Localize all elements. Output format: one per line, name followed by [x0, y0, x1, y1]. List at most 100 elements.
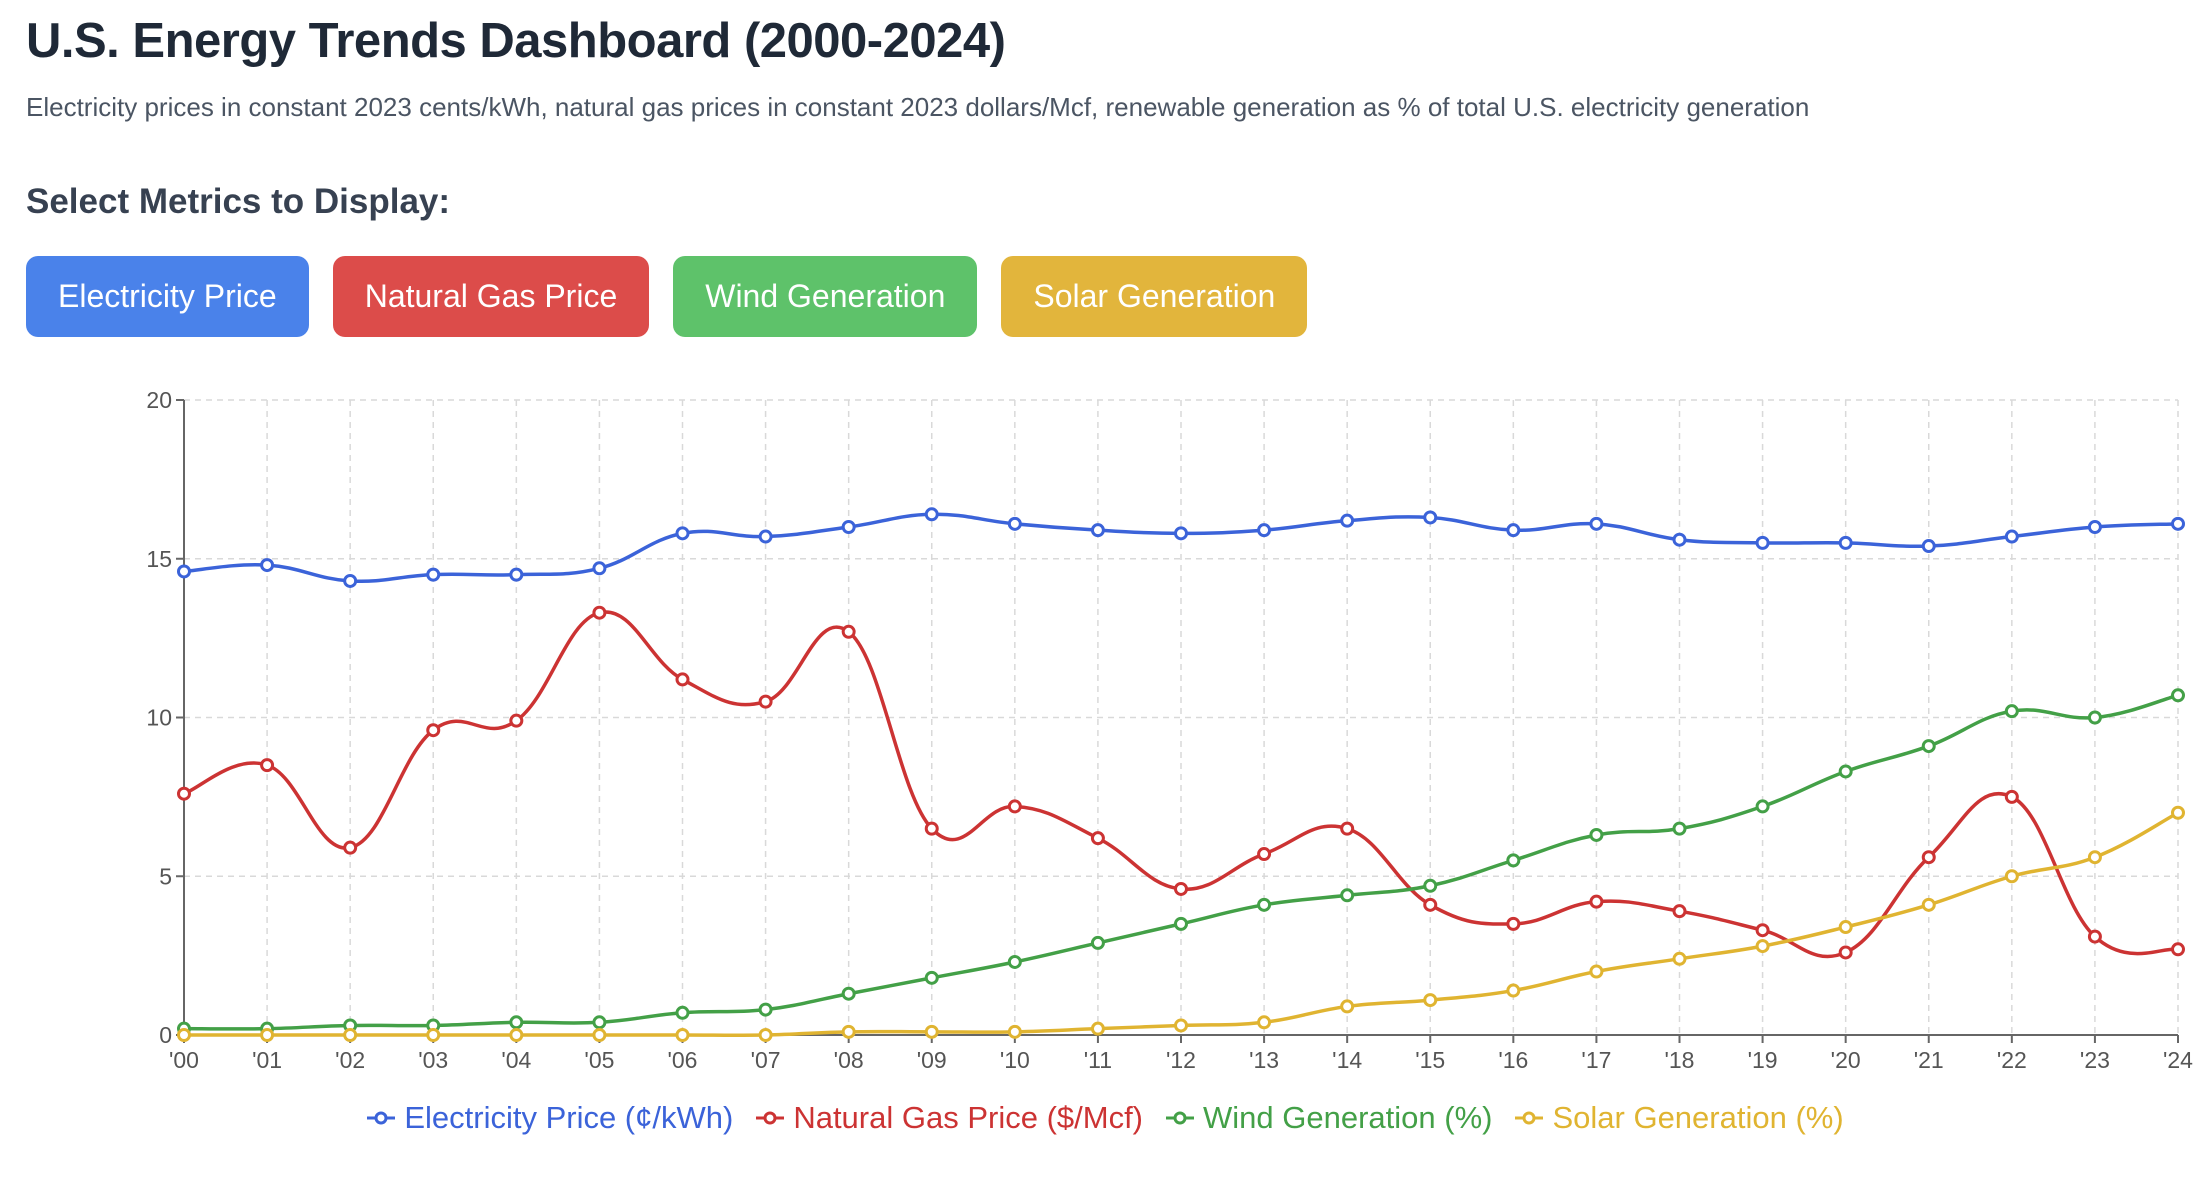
data-point — [1755, 535, 1770, 550]
x-tick-label: '15 — [1415, 1047, 1445, 1073]
data-point — [1589, 894, 1604, 909]
data-point — [758, 694, 773, 709]
solar-generation-button[interactable]: Solar Generation — [1001, 256, 1308, 337]
data-point — [675, 526, 690, 541]
x-tick-label: '10 — [1000, 1047, 1030, 1073]
data-point — [2004, 704, 2019, 719]
x-tick-label: '03 — [418, 1047, 448, 1073]
data-point — [1174, 881, 1188, 896]
legend-item[interactable]: Natural Gas Price ($/Mcf) — [755, 1100, 1143, 1136]
series-3 — [177, 805, 2185, 1042]
data-point — [841, 986, 856, 1001]
x-tick-label: '18 — [1665, 1047, 1695, 1073]
chart-legend: Electricity Price (¢/kWh) Natural Gas Pri… — [0, 1100, 2210, 1136]
data-point — [758, 529, 773, 544]
data-point — [841, 624, 856, 639]
y-tick-label: 10 — [146, 705, 172, 731]
data-point — [2171, 516, 2185, 531]
x-tick-label: '06 — [668, 1047, 698, 1073]
data-point — [509, 567, 524, 582]
data-point — [2004, 789, 2019, 804]
data-point — [1838, 945, 1853, 960]
data-point — [1007, 954, 1022, 969]
legend-marker-icon — [1166, 1111, 1195, 1125]
natural-gas-price-button[interactable]: Natural Gas Price — [332, 256, 650, 337]
data-point — [1257, 897, 1272, 912]
legend-marker-icon — [1515, 1111, 1544, 1125]
x-tick-label: '16 — [1498, 1047, 1528, 1073]
data-point — [1672, 951, 1687, 966]
data-point — [1340, 999, 1355, 1014]
data-point — [1257, 847, 1272, 862]
data-point — [924, 507, 939, 522]
legend-marker-icon — [367, 1111, 396, 1125]
data-point — [1589, 827, 1604, 842]
data-point — [1838, 764, 1853, 779]
y-tick-label: 0 — [159, 1022, 172, 1048]
data-point — [1007, 799, 1022, 814]
data-point — [1257, 1015, 1272, 1030]
x-tick-label: '13 — [1249, 1047, 1279, 1073]
data-point — [1090, 1021, 1105, 1036]
x-tick-label: '23 — [2080, 1047, 2110, 1073]
x-tick-label: '01 — [252, 1047, 282, 1073]
data-point — [426, 1028, 441, 1042]
page-title: U.S. Energy Trends Dashboard (2000-2024) — [26, 14, 1006, 68]
data-point — [1921, 739, 1936, 754]
data-point — [1755, 923, 1770, 938]
data-point — [1672, 821, 1687, 836]
x-tick-label: '21 — [1914, 1047, 1944, 1073]
data-point — [592, 561, 607, 576]
line-chart: 0 5 10 15 20 '00 '01 '02 '03 '04 '05 '06 '07 '08 '09 '1… — [146, 387, 2193, 1073]
data-point — [1423, 878, 1438, 893]
data-point — [1506, 916, 1521, 931]
data-point — [2171, 688, 2185, 703]
data-point — [1340, 888, 1355, 903]
data-point — [1755, 799, 1770, 814]
x-tick-label: '19 — [1748, 1047, 1778, 1073]
data-point — [924, 821, 939, 836]
wind-generation-button[interactable]: Wind Generation — [673, 256, 978, 337]
x-tick-label: '20 — [1831, 1047, 1861, 1073]
series-line — [183, 610, 2179, 959]
data-point — [1090, 523, 1105, 538]
data-point — [758, 1028, 773, 1042]
data-point — [2004, 529, 2019, 544]
data-point — [1506, 853, 1521, 868]
data-point — [2087, 520, 2102, 534]
legend-item[interactable]: Wind Generation (%) — [1165, 1100, 1492, 1136]
data-point — [924, 1024, 939, 1039]
x-tick-label: '12 — [1166, 1047, 1196, 1073]
legend-label: Solar Generation (%) — [1552, 1100, 1844, 1135]
legend-item[interactable]: Electricity Price (¢/kWh) — [366, 1100, 733, 1136]
x-tick-label: '14 — [1332, 1047, 1362, 1073]
data-point — [177, 786, 191, 801]
legend-label: Natural Gas Price ($/Mcf) — [793, 1100, 1144, 1135]
metric-select-heading: Select Metrics to Display: — [26, 182, 451, 221]
data-point — [1921, 850, 1936, 865]
data-point — [2171, 805, 2185, 820]
data-point — [1174, 1018, 1188, 1033]
x-tick-label: '05 — [584, 1047, 614, 1073]
data-point — [177, 1028, 191, 1042]
data-point — [2171, 942, 2185, 957]
data-point — [758, 1002, 773, 1017]
legend-label: Electricity Price (¢/kWh) — [404, 1100, 734, 1135]
data-point — [1090, 831, 1105, 846]
x-tick-label: '11 — [1084, 1047, 1112, 1073]
x-tick-label: '17 — [1581, 1047, 1611, 1073]
legend-item[interactable]: Solar Generation (%) — [1514, 1100, 1844, 1136]
data-point — [1423, 993, 1438, 1008]
data-point — [343, 840, 358, 855]
data-point — [1921, 897, 1936, 912]
x-tick-label: '04 — [501, 1047, 531, 1073]
data-point — [1838, 920, 1853, 935]
x-tick-label: '00 — [169, 1047, 199, 1073]
data-point — [260, 558, 275, 573]
electricity-price-button[interactable]: Electricity Price — [26, 256, 309, 337]
data-point — [592, 605, 607, 620]
x-tick-label: '24 — [2163, 1047, 2193, 1073]
data-point — [1340, 821, 1355, 836]
data-point — [2087, 929, 2102, 944]
data-point — [1589, 516, 1604, 531]
